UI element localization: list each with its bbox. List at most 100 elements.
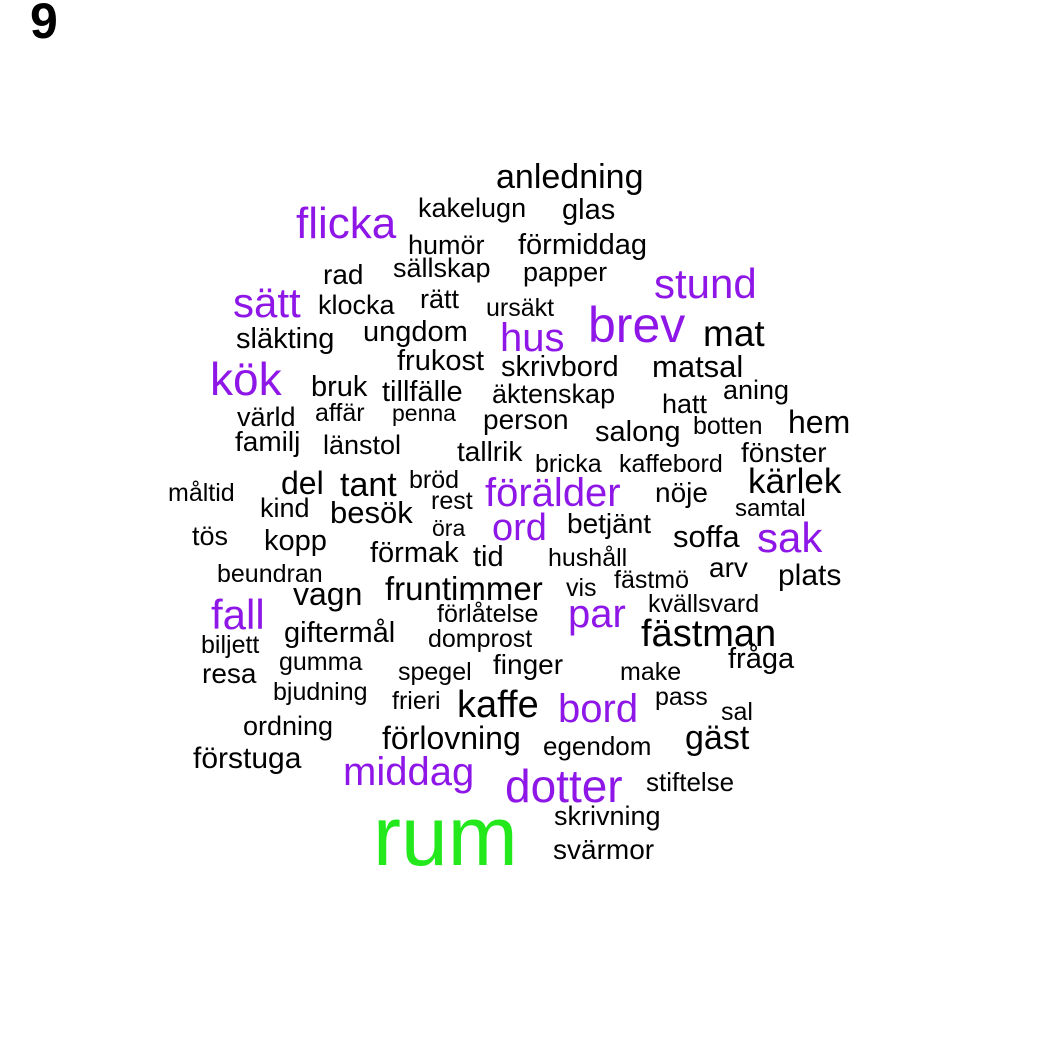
word-flicka: flicka (296, 199, 397, 248)
word-tid: tid (473, 541, 504, 573)
word-forstuga: förstuga (193, 742, 302, 775)
word-kvallsvard: kvällsvard (648, 590, 760, 618)
word-dotter: dotter (505, 760, 623, 812)
word-klocka: klocka (318, 290, 395, 320)
word-satt: sätt (233, 279, 301, 326)
word-bjudning: bjudning (273, 678, 368, 706)
word-besok: besök (330, 495, 413, 530)
word-skrivbord: skrivbord (501, 351, 619, 383)
word-ord: ord (492, 507, 547, 549)
word-varld: värld (237, 402, 296, 432)
word-forlovning: förlovning (382, 720, 521, 756)
word-domprost: domprost (428, 625, 533, 653)
word-fruntimmer: fruntimmer (385, 570, 543, 607)
word-tos: tös (192, 521, 229, 551)
word-bruk: bruk (311, 371, 368, 403)
word-humor: humör (408, 230, 485, 260)
panel-label: 9 (30, 0, 58, 49)
word-matsal: matsal (652, 349, 744, 384)
word-foralder: förälder (485, 471, 621, 515)
word-plats: plats (778, 559, 842, 592)
word-ungdom: ungdom (363, 316, 468, 348)
word-fonster: fönster (741, 437, 827, 468)
word-kaffe: kaffe (457, 684, 539, 726)
word-make: make (620, 658, 682, 686)
word-soffa: soffa (673, 519, 740, 554)
word-bricka: bricka (535, 450, 602, 478)
word-sal: sal (721, 698, 753, 726)
word-brev: brev (588, 297, 686, 353)
word-karlek: kärlek (748, 462, 842, 501)
word-kopp: kopp (264, 525, 327, 557)
word-formak: förmak (370, 537, 459, 569)
word-par: par (568, 592, 626, 636)
word-noje: nöje (655, 477, 708, 508)
word-glas: glas (562, 194, 616, 226)
word-brod: bröd (409, 466, 460, 494)
word-stund: stund (654, 260, 757, 307)
word-arv: arv (709, 552, 748, 583)
word-samtal: samtal (735, 495, 806, 522)
word-slakting: släkting (236, 323, 335, 355)
word-aning: aning (723, 375, 790, 405)
word-aktenskap: äktenskap (492, 379, 616, 409)
word-kok: kök (210, 353, 282, 405)
word-sallskap: sällskap (393, 253, 491, 283)
word-penna: penna (392, 400, 456, 426)
word-ratt: rätt (420, 284, 460, 314)
word-hem: hem (788, 404, 851, 440)
word-tallrik: tallrik (457, 436, 523, 467)
word-hus: hus (500, 316, 565, 360)
word-vagn: vagn (293, 576, 363, 612)
word-bord: bord (558, 687, 639, 731)
word-ursakt: ursäkt (486, 294, 555, 322)
word-skrivning: skrivning (554, 801, 661, 831)
word-gast: gäst (685, 719, 750, 757)
word-fraga: fråga (728, 643, 795, 675)
word-tillfalle: tillfälle (382, 376, 463, 408)
word-gumma: gumma (279, 648, 363, 676)
word-kaffebord: kaffebord (619, 450, 723, 478)
word-fastman: fästman (641, 613, 777, 655)
word-frieri: frieri (392, 687, 441, 715)
word-frukost: frukost (397, 345, 485, 377)
word-spegel: spegel (398, 658, 472, 686)
word-rum: rum (373, 789, 518, 883)
word-egendom: egendom (543, 731, 652, 761)
word-affar: affär (315, 399, 365, 427)
word-lanstol: länstol (323, 430, 402, 460)
word-biljett: biljett (201, 631, 260, 659)
word-giftermal: giftermål (284, 617, 396, 649)
word-finger: finger (493, 649, 564, 680)
word-maltid: måltid (168, 479, 235, 507)
word-familj: familj (235, 426, 301, 457)
word-rad: rad (323, 259, 364, 290)
word-pass: pass (655, 683, 708, 711)
word-ora: öra (432, 515, 466, 541)
word-resa: resa (202, 658, 257, 689)
word-del: del (281, 465, 324, 501)
word-forlatelse: förlåtelse (437, 600, 539, 628)
word-fastmo: fästmö (614, 566, 690, 594)
word-mat: mat (703, 313, 765, 354)
word-person: person (483, 404, 569, 435)
word-papper: papper (523, 257, 608, 287)
word-beundran: beundran (217, 560, 323, 588)
word-sak: sak (757, 514, 823, 561)
word-anledning: anledning (496, 158, 644, 196)
word-betjant: betjänt (567, 508, 652, 539)
word-hatt: hatt (662, 389, 708, 419)
word-salong: salong (595, 416, 681, 448)
word-formiddag: förmiddag (518, 229, 647, 261)
word-middag: middag (343, 750, 475, 794)
word-kind: kind (260, 493, 310, 523)
word-fall: fall (211, 591, 265, 638)
word-hushall: hushåll (548, 544, 628, 572)
word-ordning: ordning (243, 711, 334, 741)
word-vis: vis (566, 574, 597, 602)
word-tant: tant (340, 466, 397, 504)
word-svarmor: svärmor (553, 834, 655, 865)
word-kakelugn: kakelugn (418, 193, 527, 223)
word-botten: botten (693, 412, 763, 440)
